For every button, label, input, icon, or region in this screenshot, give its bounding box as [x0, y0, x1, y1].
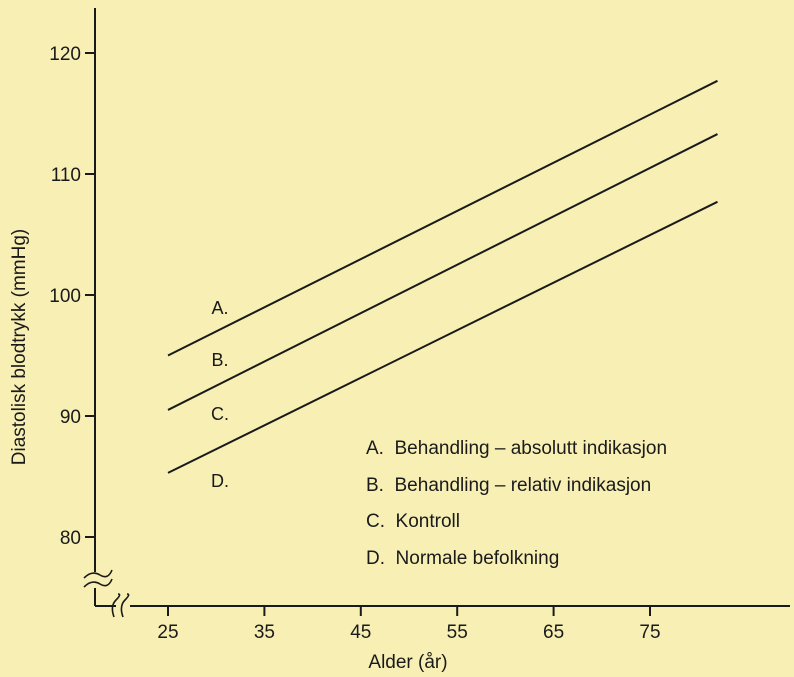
series-line-c — [167, 200, 718, 474]
y-axis-break-mark — [83, 578, 113, 588]
x-tick-label: 35 — [254, 622, 275, 643]
series-label-a: A. — [211, 298, 228, 318]
y-tick-label: 120 — [49, 44, 81, 65]
series-line-b — [167, 133, 718, 411]
x-tick-label: 55 — [447, 622, 468, 643]
x-axis-break-mark — [111, 593, 121, 618]
y-tick-label: 110 — [51, 165, 81, 186]
x-axis-break-mark — [120, 593, 130, 618]
legend-entry-a: A. Behandling – absolutt indikasjon — [366, 438, 667, 459]
x-axis-title: Alder (år) — [368, 652, 447, 673]
y-axis-break-mark — [83, 569, 113, 579]
legend-entry-b: B. Behandling – relativ indikasjon — [366, 475, 651, 496]
y-tick-label: 80 — [60, 528, 81, 549]
series-labels: A. B. C. D. — [211, 298, 229, 491]
x-tick-label: 65 — [543, 622, 564, 643]
series-line-a — [167, 79, 718, 357]
axes: 80 90 100 110 120 25 35 45 55 65 75 — [49, 8, 790, 643]
legend-entry-d: D. Normale befolkning — [366, 548, 559, 569]
y-tick-label: 100 — [49, 286, 81, 307]
x-tick-label: 75 — [639, 622, 660, 643]
y-axis-title: Diastolisk blodtrykk (mmHg) — [9, 229, 30, 465]
legend: A. Behandling – absolutt indikasjon B. Be… — [366, 438, 667, 569]
series-lines — [167, 79, 718, 474]
x-tick-label: 25 — [157, 622, 178, 643]
x-tick-label: 45 — [350, 622, 371, 643]
series-label-d: D. — [211, 471, 229, 491]
y-tick-label: 90 — [60, 407, 81, 428]
series-label-c: C. — [211, 404, 229, 424]
series-label-b: B. — [211, 350, 228, 370]
legend-entry-c: C. Kontroll — [366, 511, 460, 532]
